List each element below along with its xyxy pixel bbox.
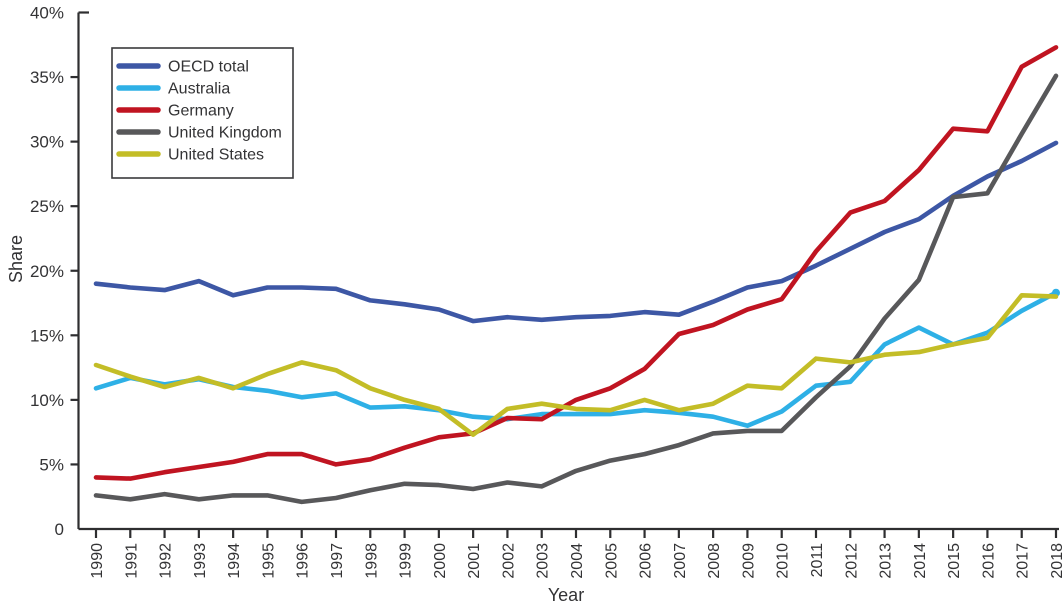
x-tick-label: 1991	[123, 543, 140, 579]
x-tick-label: 2001	[466, 543, 483, 579]
series-line-germany	[93, 45, 1059, 481]
x-tick-label: 1995	[260, 543, 277, 579]
x-tick-label: 2010	[775, 543, 792, 579]
legend-label-united-states: United States	[168, 147, 264, 164]
x-axis-title: Year	[548, 585, 584, 605]
y-tick-label: 30%	[30, 133, 64, 152]
x-tick-label: 2016	[980, 543, 997, 579]
x-tick-label: 1994	[226, 543, 243, 579]
x-tick-label: 2017	[1015, 543, 1032, 579]
legend-label-united-kingdom: United Kingdom	[168, 125, 282, 142]
series-line-oecd-total	[93, 140, 1059, 324]
y-tick-label: 35%	[30, 68, 64, 87]
x-tick-label: 2011	[809, 543, 826, 578]
y-axis-title: Share	[6, 235, 26, 283]
x-tick-label: 2015	[946, 543, 963, 579]
series-line-australia	[93, 290, 1059, 429]
x-tick-label: 2012	[843, 543, 860, 579]
y-tick-label: 25%	[30, 197, 64, 216]
legend-label-germany: Germany	[168, 103, 234, 120]
x-tick-label: 2004	[569, 543, 586, 579]
x-tick-label: 2006	[638, 543, 655, 579]
y-tick-label: 10%	[30, 391, 64, 410]
x-tick-label: 2003	[535, 543, 552, 579]
x-tick-label: 2000	[432, 543, 449, 579]
x-tick-label: 1996	[295, 543, 312, 579]
y-tick-label: 15%	[30, 326, 64, 345]
x-tick-label: 2018	[1049, 543, 1064, 579]
x-tick-label: 2002	[500, 543, 517, 579]
x-tick-label: 2009	[740, 543, 757, 579]
y-tick-label: 40%	[30, 4, 64, 23]
x-tick-label: 1998	[363, 543, 380, 579]
x-tick-label: 2014	[912, 543, 929, 579]
x-tick-label: 1990	[89, 543, 106, 579]
x-tick-label: 2007	[672, 543, 689, 579]
x-tick-label: 1992	[158, 543, 175, 579]
x-tick-label: 1993	[192, 543, 209, 579]
series-line-united-states	[93, 292, 1059, 438]
series-line-united-kingdom	[93, 73, 1059, 505]
x-tick-label: 2013	[878, 543, 895, 579]
legend-label-australia: Australia	[168, 81, 230, 98]
x-tick-label: 2008	[706, 543, 723, 579]
x-tick-label: 2005	[603, 543, 620, 579]
x-tick-label: 1997	[329, 543, 346, 579]
y-tick-label: 0	[55, 520, 64, 539]
x-tick-label: 1999	[398, 543, 415, 579]
legend-label-oecd-total: OECD total	[168, 59, 249, 76]
y-tick-label: 5%	[39, 455, 64, 474]
y-tick-label: 20%	[30, 262, 64, 281]
